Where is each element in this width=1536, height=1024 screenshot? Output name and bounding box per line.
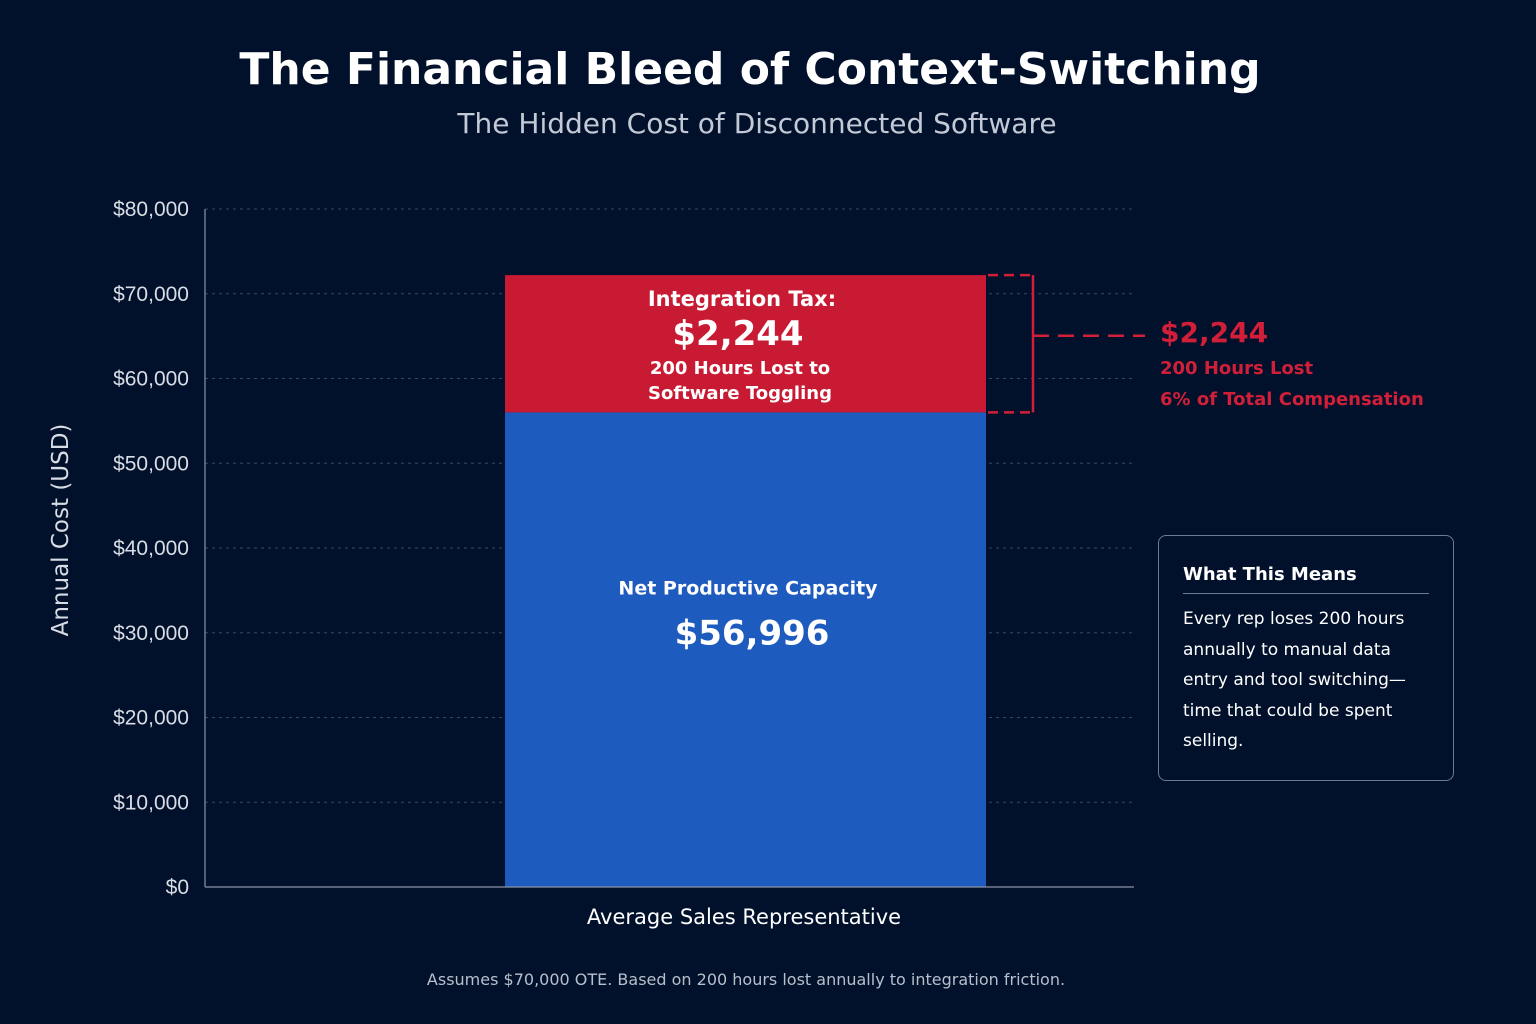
footnote: Assumes $70,000 OTE. Based on 200 hours … <box>427 970 1065 989</box>
annotation-value: $2,244 <box>1160 316 1268 349</box>
net-capacity-label: Net Productive Capacity <box>618 577 878 599</box>
bar-segment-net-productive-capacity <box>505 412 986 887</box>
y-tick-label: $80,000 <box>113 198 189 221</box>
y-tick-label: $40,000 <box>113 537 189 560</box>
x-category-label: Average Sales Representative <box>587 905 901 929</box>
net-capacity-value: $56,996 <box>675 613 830 653</box>
y-tick-label: $20,000 <box>113 707 189 730</box>
integration-tax-label: Integration Tax: <box>648 287 836 311</box>
info-box-body: Every rep loses 200 hours annually to ma… <box>1183 609 1406 751</box>
bar-layer: Net Productive Capacity $56,996 Integratio… <box>505 275 986 887</box>
chart-subtitle: The Hidden Cost of Disconnected Software <box>456 107 1056 140</box>
y-tick-label: $0 <box>166 876 189 899</box>
y-tick-layer: $0 $10,000 $20,000 $30,000 $40,000 $50,000 $60… <box>113 198 189 899</box>
chart-title: The Financial Bleed of Context-Switching <box>239 44 1260 95</box>
info-box: What This Means Every rep loses 200 hour… <box>1158 535 1454 781</box>
integration-tax-value: $2,244 <box>672 314 803 354</box>
annotation-line-2: 6% of Total Compensation <box>1160 389 1424 410</box>
annotation: $2,244 200 Hours Lost 6% of Total Compen… <box>1160 316 1424 410</box>
annotation-line-1: 200 Hours Lost <box>1160 358 1313 379</box>
y-tick-label: $50,000 <box>113 452 189 475</box>
bracket-layer <box>988 273 1145 414</box>
y-tick-label: $10,000 <box>113 791 189 814</box>
y-axis-title: Annual Cost (USD) <box>48 424 74 637</box>
integration-tax-sub-2: Software Toggling <box>648 383 832 404</box>
y-tick-label: $60,000 <box>113 368 189 391</box>
y-tick-label: $70,000 <box>113 283 189 306</box>
bar-segment-integration-tax <box>505 275 986 413</box>
y-tick-label: $30,000 <box>113 622 189 645</box>
info-box-title: What This Means <box>1183 564 1429 594</box>
integration-tax-sub-1: 200 Hours Lost to <box>650 358 830 379</box>
